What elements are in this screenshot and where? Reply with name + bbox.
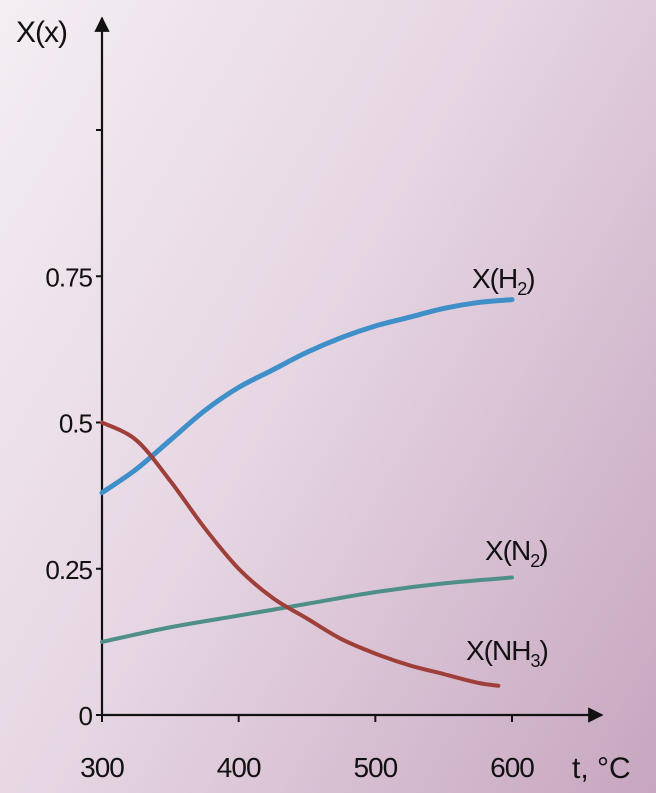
label-main: X(H: [472, 263, 517, 294]
x-axis-title: t, °C: [572, 752, 631, 785]
x-tick-label: 300: [80, 752, 124, 783]
y-tick-label: 0.75: [45, 262, 92, 292]
label-tail: ): [539, 535, 547, 566]
x-tick-label: 600: [490, 752, 534, 783]
series-line-n2: [100, 575, 514, 644]
y-tick-label: 0.5: [59, 409, 93, 439]
ticks: 0 0.25 0.5 0.75 300 400 500 600: [45, 129, 535, 783]
y-tick-label: 0: [79, 701, 93, 731]
label-subscript: 2: [517, 279, 527, 299]
label-subscript: 3: [530, 651, 540, 671]
series-label-nh3: X(NH3): [466, 635, 548, 671]
label-main: X(N: [485, 535, 530, 566]
label-tail: ): [539, 635, 547, 666]
y-tick-label: 0.25: [45, 555, 92, 585]
x-tick-label: 500: [353, 752, 397, 783]
y-axis-title: X(x): [16, 16, 67, 49]
label-tail: ): [526, 263, 534, 294]
label-main: X(NH: [466, 635, 530, 666]
series-line-h2: [99, 297, 515, 496]
series-label-n2: X(N2): [485, 535, 548, 571]
axes: X(x) t, °C: [16, 16, 631, 785]
series-group: [99, 297, 515, 688]
series-labels: X(H2)X(N2)X(NH3): [466, 263, 549, 671]
series-label-h2: X(H2): [472, 263, 535, 299]
series-line-nh3: [100, 420, 501, 688]
x-tick-label: 400: [217, 752, 261, 783]
label-subscript: 2: [530, 551, 540, 571]
